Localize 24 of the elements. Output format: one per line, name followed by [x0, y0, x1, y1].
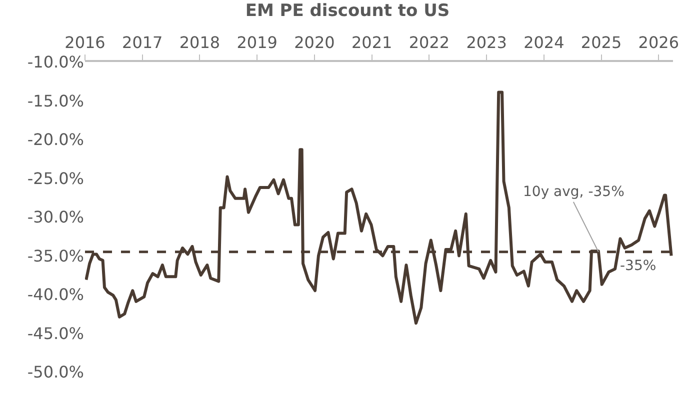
x-tick-label: 2022 [408, 32, 450, 52]
x-tick-label: 2025 [580, 32, 622, 52]
x-tick-label: 2020 [294, 32, 335, 52]
y-tick-label: -40.0% [27, 285, 84, 304]
y-tick-label: -50.0% [27, 362, 84, 382]
x-tick-label: 2023 [466, 32, 507, 52]
chart-title: EM PE discount to US [245, 0, 450, 21]
y-tick-label: -35.0% [27, 246, 84, 266]
ref-line-label: -35% [620, 258, 656, 274]
x-tick-label: 2017 [122, 32, 163, 52]
y-tick-label: -20.0% [27, 130, 84, 150]
x-tick-label: 2018 [179, 32, 220, 52]
y-tick-label: -15.0% [27, 91, 84, 110]
x-tick-label: 2024 [524, 32, 564, 52]
annotation: 10y avg, -35% [523, 184, 624, 200]
x-tick-label: 2016 [64, 32, 106, 52]
y-tick-label: -10.0% [27, 52, 84, 72]
y-tick-label: -30.0% [27, 208, 84, 227]
line-series [85, 90, 673, 325]
x-tick-label: 2019 [236, 32, 278, 52]
x-tick-label: 2021 [351, 32, 392, 52]
y-tick-label: -25.0% [27, 168, 84, 188]
y-tick-label: -45.0% [27, 324, 84, 343]
x-tick-label: 2026 [638, 32, 680, 52]
